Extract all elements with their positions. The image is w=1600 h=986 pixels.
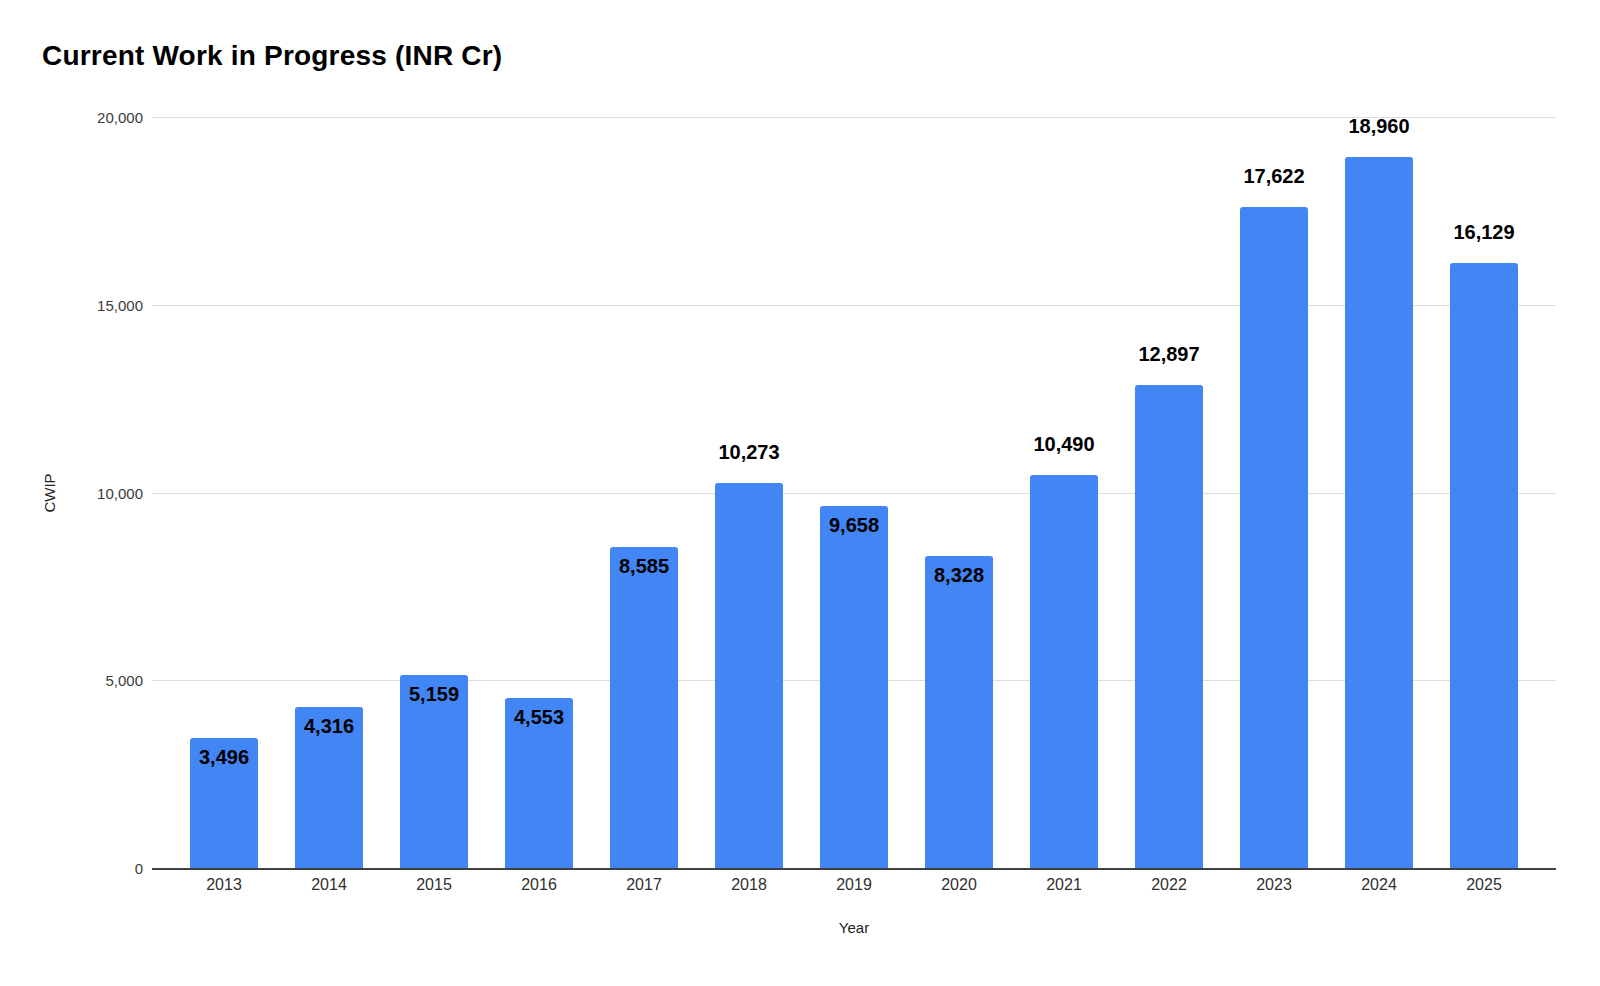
bar-2025 <box>1450 263 1518 869</box>
x-tick-2024: 2024 <box>1327 875 1432 894</box>
value-label-2018: 10,273 <box>684 441 814 463</box>
x-axis-baseline <box>152 868 1556 870</box>
x-axis-title: Year <box>152 919 1556 936</box>
x-tick-2017: 2017 <box>592 875 697 894</box>
x-tick-2016: 2016 <box>487 875 592 894</box>
value-label-2020: 8,328 <box>894 564 1024 586</box>
value-label-2023: 17,622 <box>1209 165 1339 187</box>
value-label-2019: 9,658 <box>789 514 919 536</box>
bar-2024 <box>1345 157 1413 869</box>
bar-2019 <box>820 506 888 869</box>
bar-2018 <box>715 483 783 869</box>
x-tick-2020: 2020 <box>907 875 1012 894</box>
y-tick-label: 0 <box>0 860 143 878</box>
x-tick-2014: 2014 <box>277 875 382 894</box>
x-tick-2013: 2013 <box>172 875 277 894</box>
value-label-2022: 12,897 <box>1104 343 1234 365</box>
x-tick-2019: 2019 <box>802 875 907 894</box>
x-tick-2022: 2022 <box>1117 875 1222 894</box>
x-tick-2015: 2015 <box>382 875 487 894</box>
bar-2021 <box>1030 475 1098 869</box>
x-tick-2025: 2025 <box>1432 875 1537 894</box>
y-tick-label: 10,000 <box>0 485 143 503</box>
x-tick-2021: 2021 <box>1012 875 1117 894</box>
value-label-2016: 4,553 <box>474 706 604 728</box>
value-label-2025: 16,129 <box>1419 221 1549 243</box>
plot-area: 3,496 4,316 5,1594,553 8,585 10,273 9,658 8,32… <box>152 118 1556 869</box>
bar-2017 <box>610 547 678 869</box>
value-label-2024: 18,960 <box>1314 115 1444 137</box>
bar-2023 <box>1240 207 1308 869</box>
y-tick-label: 5,000 <box>0 672 143 690</box>
x-tick-2023: 2023 <box>1222 875 1327 894</box>
value-label-2013: 3,496 <box>159 746 289 768</box>
value-label-2014: 4,316 <box>264 715 394 737</box>
bar-2020 <box>925 556 993 869</box>
value-label-2015: 5,159 <box>369 683 499 705</box>
value-label-2021: 10,490 <box>999 433 1129 455</box>
y-tick-label: 20,000 <box>0 109 143 127</box>
value-label-2017: 8,585 <box>579 555 709 577</box>
chart-title: Current Work in Progress (INR Cr) <box>42 40 502 72</box>
x-tick-2018: 2018 <box>697 875 802 894</box>
y-tick-label: 15,000 <box>0 297 143 315</box>
chart-canvas: Current Work in Progress (INR Cr) CWIP 3… <box>0 0 1600 986</box>
bar-2022 <box>1135 385 1203 869</box>
